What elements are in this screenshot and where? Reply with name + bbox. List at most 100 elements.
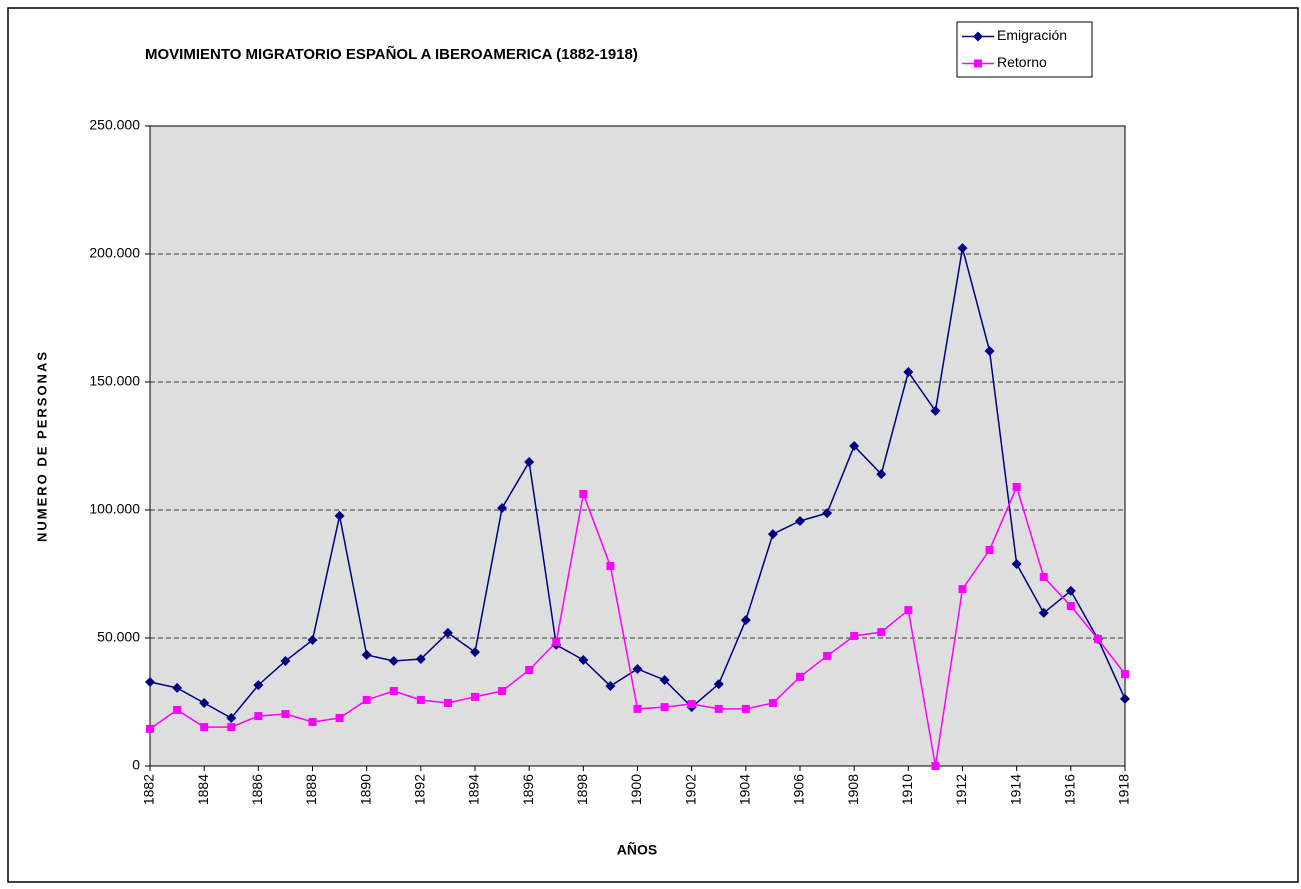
y-tick-label: 100.000: [89, 501, 140, 517]
marker: [361, 649, 372, 660]
marker: [146, 724, 154, 733]
marker: [308, 717, 317, 726]
legend-label: Retorno: [997, 54, 1047, 70]
marker: [227, 723, 236, 732]
marker: [524, 457, 535, 467]
marker: [606, 562, 615, 571]
marker: [281, 710, 290, 719]
x-tick-label: 1900: [628, 774, 644, 805]
marker: [389, 686, 398, 695]
marker: [254, 712, 263, 721]
marker: [823, 651, 832, 660]
plot-border: [149, 125, 1126, 767]
marker: [335, 714, 344, 722]
legend-box: [956, 21, 1093, 78]
marker: [822, 508, 833, 519]
marker: [1038, 607, 1049, 618]
marker: [579, 490, 588, 498]
marker: [145, 677, 155, 688]
marker: [307, 635, 318, 646]
x-tick-label: 1890: [357, 774, 373, 805]
marker: [525, 666, 534, 674]
marker: [443, 699, 452, 708]
marker: [388, 656, 399, 667]
marker: [470, 647, 480, 658]
marker: [849, 441, 860, 451]
legend-marker: [974, 59, 982, 68]
marker: [498, 686, 507, 695]
marker: [767, 529, 778, 540]
x-tick-label: 1908: [845, 774, 861, 805]
y-tick-label: 50.000: [97, 629, 140, 645]
legend-label: Emigración: [997, 27, 1067, 43]
marker: [957, 243, 968, 254]
x-tick-label: 1918: [1116, 774, 1132, 805]
marker: [1066, 602, 1075, 610]
marker: [200, 723, 209, 732]
marker: [1121, 670, 1129, 679]
y-tick-label: 200.000: [89, 245, 140, 261]
y-tick-label: 150.000: [89, 373, 140, 389]
marker: [903, 367, 914, 378]
marker: [226, 713, 237, 723]
marker: [877, 628, 886, 637]
x-tick-label: 1896: [520, 774, 536, 805]
marker: [552, 638, 561, 647]
marker: [768, 699, 777, 708]
x-tick-label: 1912: [953, 774, 969, 805]
marker: [362, 695, 371, 704]
marker: [1012, 482, 1021, 491]
marker: [713, 679, 724, 690]
marker: [1039, 573, 1048, 582]
marker: [741, 704, 750, 713]
x-tick-label: 1886: [249, 774, 265, 805]
marker: [985, 545, 994, 554]
marker: [471, 692, 479, 701]
marker: [740, 615, 751, 626]
x-tick-label: 1888: [303, 774, 319, 805]
marker: [958, 585, 967, 594]
marker: [173, 705, 182, 714]
marker: [904, 606, 913, 615]
y-tick-label: 0: [132, 757, 140, 773]
marker: [442, 627, 453, 638]
x-tick-label: 1910: [899, 774, 915, 805]
marker: [984, 346, 995, 357]
marker: [253, 680, 264, 691]
marker: [416, 695, 425, 704]
marker: [687, 700, 696, 709]
marker: [850, 631, 859, 640]
marker: [415, 653, 426, 664]
marker: [632, 663, 643, 674]
marker: [876, 469, 887, 480]
legend-marker: [973, 31, 983, 42]
marker: [497, 502, 508, 513]
x-tick-label: 1916: [1062, 774, 1078, 805]
marker: [605, 681, 616, 691]
x-tick-label: 1884: [195, 774, 211, 805]
marker: [659, 674, 670, 685]
marker: [334, 510, 345, 521]
x-tick-label: 1892: [412, 774, 428, 805]
marker: [578, 655, 589, 666]
x-tick-label: 1882: [141, 774, 157, 805]
marker: [172, 682, 183, 693]
x-tick-label: 1894: [466, 774, 482, 805]
marker: [931, 762, 940, 770]
y-axis-label: NUMERO DE PERSONAS: [34, 350, 49, 542]
marker: [199, 698, 210, 709]
x-tick-label: 1904: [737, 774, 753, 805]
marker: [1120, 693, 1130, 704]
x-tick-label: 1898: [574, 774, 590, 805]
y-tick-label: 250.000: [89, 117, 140, 133]
x-tick-label: 1906: [791, 774, 807, 805]
chart-title: MOVIMIENTO MIGRATORIO ESPAÑOL A IBEROAME…: [145, 45, 638, 63]
marker: [714, 704, 723, 713]
marker: [1011, 559, 1022, 570]
plot-area: [150, 126, 1125, 766]
marker: [660, 703, 669, 712]
marker: [930, 405, 941, 416]
marker: [280, 656, 291, 667]
